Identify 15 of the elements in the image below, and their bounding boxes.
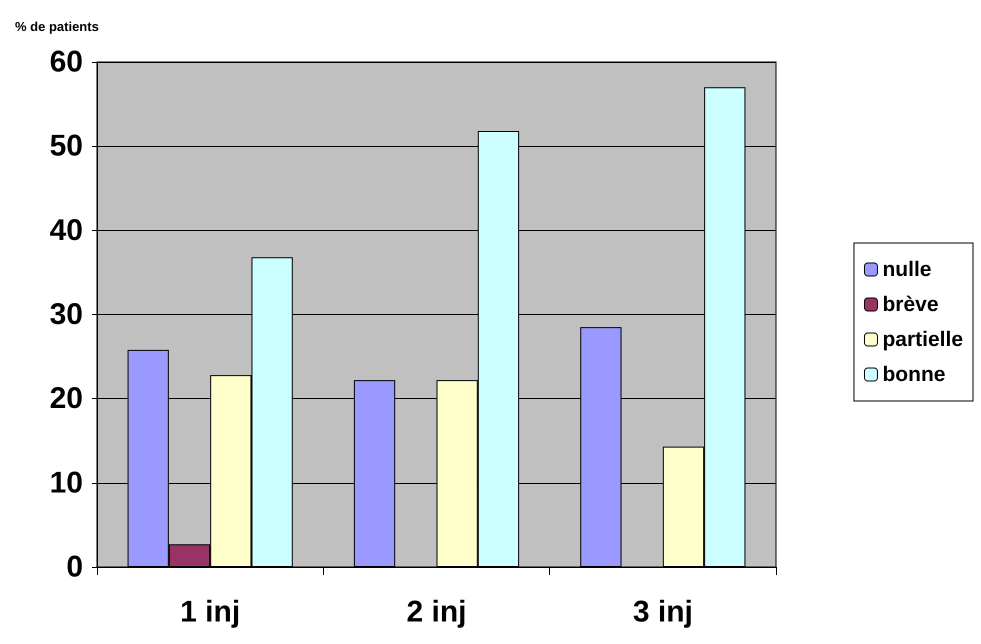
y-tick-label: 10 [50,466,83,500]
legend-label: nulle [882,258,932,281]
x-tick-label: 2 inj [406,596,467,628]
y-tick-label: 50 [50,130,83,163]
legend-label: brève [882,293,939,316]
y-tick-label: 30 [50,298,83,331]
legend-label: bonne [882,363,946,386]
x-tick-label: 1 inj [180,596,240,628]
y-tick-label: 20 [50,382,83,416]
x-tick-label: 3 inj [632,596,693,628]
y-tick-label: 40 [50,214,83,247]
y-tick-label: 60 [50,46,83,78]
legend-label: partielle [882,328,964,351]
y-axis-title: % de patients [15,19,99,34]
y-tick-label: 0 [66,550,83,584]
